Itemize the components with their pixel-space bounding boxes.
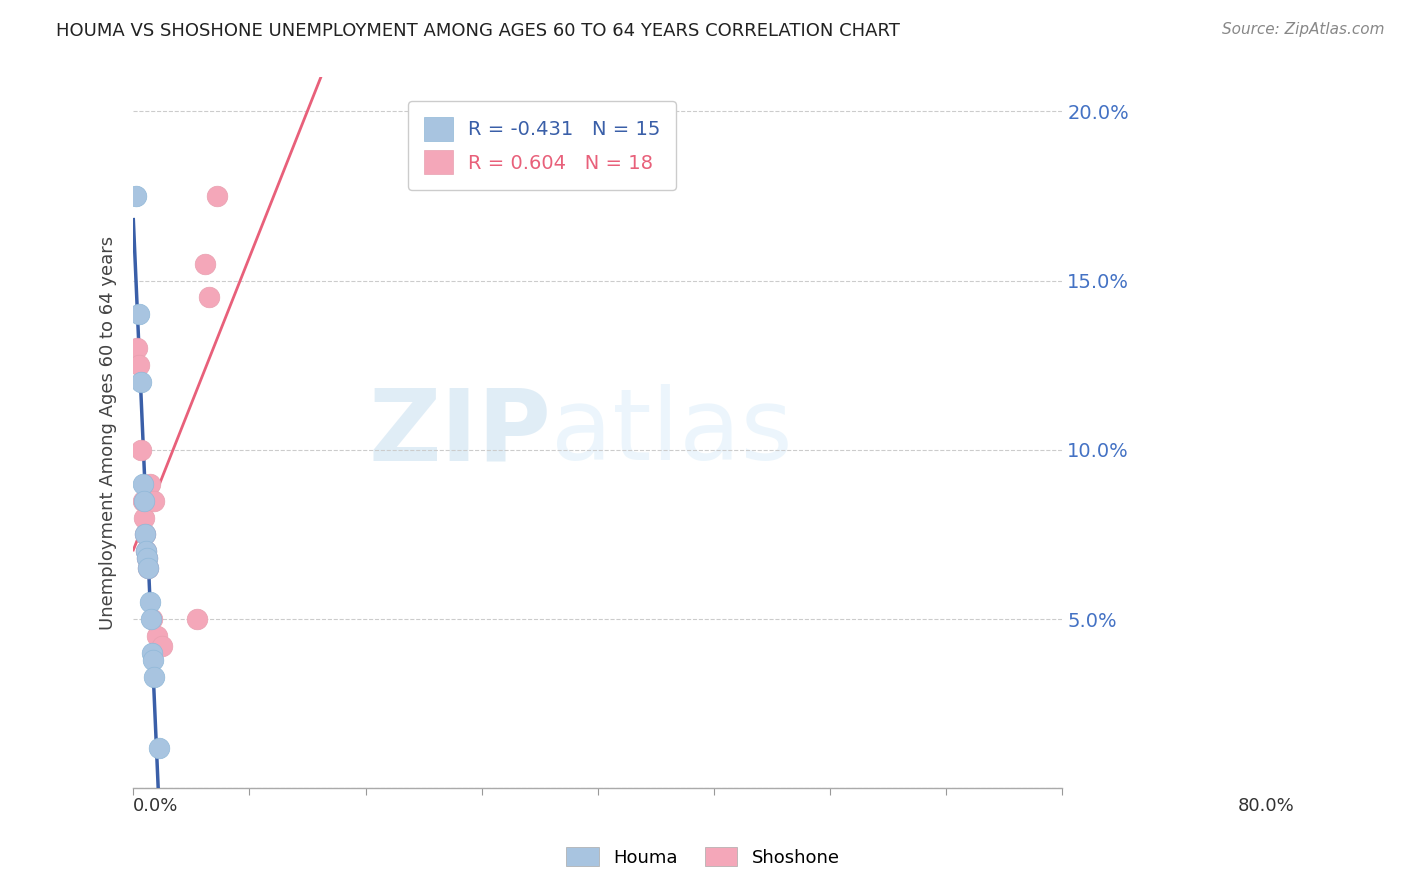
Point — [136, 551, 159, 566]
Legend: R = -0.431   N = 15, R = 0.604   N = 18: R = -0.431 N = 15, R = 0.604 N = 18 — [408, 102, 676, 190]
Point — [131, 493, 153, 508]
Point — [131, 442, 153, 457]
Point — [141, 646, 163, 660]
Point — [145, 629, 167, 643]
Point — [128, 307, 150, 321]
Point — [134, 527, 156, 541]
Text: 0.0%: 0.0% — [134, 797, 179, 815]
Point — [132, 493, 155, 508]
Point — [198, 290, 221, 304]
Text: ZIP: ZIP — [368, 384, 551, 482]
Text: Source: ZipAtlas.com: Source: ZipAtlas.com — [1222, 22, 1385, 37]
Text: HOUMA VS SHOSHONE UNEMPLOYMENT AMONG AGES 60 TO 64 YEARS CORRELATION CHART: HOUMA VS SHOSHONE UNEMPLOYMENT AMONG AGE… — [56, 22, 900, 40]
Point — [136, 551, 159, 566]
Legend: Houma, Shoshone: Houma, Shoshone — [560, 840, 846, 874]
Point — [124, 189, 146, 203]
Point — [205, 189, 228, 203]
Point — [143, 670, 166, 684]
Point — [134, 527, 156, 541]
Point — [143, 493, 166, 508]
Point — [138, 595, 160, 609]
Point — [131, 375, 153, 389]
Point — [150, 639, 173, 653]
Point — [141, 612, 163, 626]
Point — [125, 341, 148, 355]
Y-axis label: Unemployment Among Ages 60 to 64 years: Unemployment Among Ages 60 to 64 years — [100, 235, 117, 630]
Point — [138, 561, 160, 575]
Point — [138, 476, 160, 491]
Point — [186, 612, 208, 626]
Point — [131, 476, 153, 491]
Point — [142, 653, 165, 667]
Text: 80.0%: 80.0% — [1237, 797, 1295, 815]
Point — [132, 510, 155, 524]
Text: atlas: atlas — [551, 384, 793, 482]
Point — [138, 561, 160, 575]
Point — [128, 358, 150, 372]
Point — [194, 257, 217, 271]
Point — [139, 612, 162, 626]
Point — [135, 544, 157, 558]
Point — [135, 544, 157, 558]
Point — [148, 740, 170, 755]
